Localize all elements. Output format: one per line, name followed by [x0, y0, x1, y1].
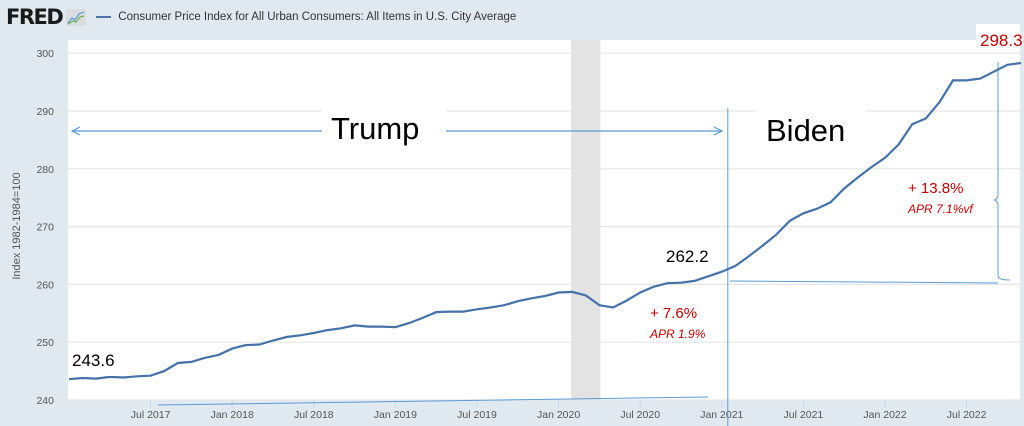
trump-change-label: + 7.6% — [650, 305, 697, 322]
x-tick-label: Jan 2021 — [700, 409, 743, 421]
x-tick-label: Jan 2022 — [863, 409, 906, 421]
recession-shading — [571, 40, 601, 400]
biden-start-value-label: 262.2 — [666, 247, 709, 266]
x-tick-label: Jul 2021 — [784, 409, 824, 421]
arrow-left-icon — [70, 126, 81, 136]
series-line — [68, 61, 1022, 381]
end-value-label: 298.3 — [980, 31, 1023, 50]
x-tick-label: Jul 2022 — [947, 409, 987, 421]
y-tick-label: 290 — [36, 106, 54, 118]
biden-label: Biden — [766, 113, 845, 148]
biden-baseline — [729, 280, 999, 284]
trump-apr-label: APR 1.9% — [649, 327, 706, 341]
biden-apr-label: APR 7.1%vf — [907, 202, 974, 216]
chart-trend-icon — [66, 8, 87, 26]
x-tick-label: Jan 2019 — [374, 409, 417, 421]
chart-header: FRED Consumer Price Index for All Urban … — [6, 4, 516, 30]
x-tick-label: Jan 2018 — [211, 409, 254, 421]
fred-logo[interactable]: FRED — [6, 5, 64, 29]
plot-area — [68, 40, 1020, 400]
x-tick-label: Jul 2018 — [294, 409, 334, 421]
trump-baseline — [157, 396, 709, 406]
biden-brace — [993, 66, 1011, 281]
y-tick-label: 280 — [36, 164, 54, 176]
y-tick-label: 260 — [36, 279, 54, 291]
arrow-right-icon — [713, 126, 724, 136]
y-tick-label: 240 — [36, 395, 54, 407]
y-tick-label: 270 — [36, 222, 54, 234]
y-tick-label: 250 — [36, 337, 54, 349]
y-axis-label: Index 1982-1984=100 — [11, 172, 23, 279]
x-tick-label: Jul 2020 — [620, 409, 660, 421]
trump-label: Trump — [331, 111, 419, 146]
x-tick-label: Jan 2020 — [537, 409, 580, 421]
series-title: Consumer Price Index for All Urban Consu… — [118, 11, 517, 23]
legend-swatch — [96, 16, 112, 18]
x-tick-label: Jul 2019 — [457, 409, 497, 421]
start-value-label: 243.6 — [72, 351, 115, 370]
biden-change-label: + 13.8% — [908, 180, 963, 197]
x-tick-label: Jul 2017 — [131, 409, 171, 421]
y-tick-label: 300 — [36, 48, 54, 60]
